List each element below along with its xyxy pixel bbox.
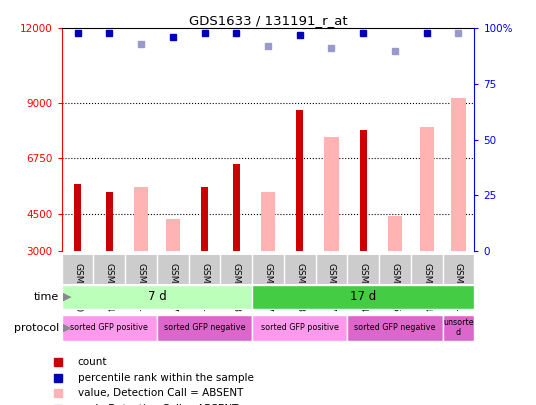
Text: GSM43204: GSM43204	[105, 263, 114, 311]
Bar	[166, 219, 180, 251]
Text: GSM43208: GSM43208	[232, 263, 241, 312]
Text: GSM43224: GSM43224	[422, 263, 431, 311]
Bar	[134, 187, 148, 251]
Bar	[443, 315, 474, 341]
Text: value, Detection Call = ABSENT: value, Detection Call = ABSENT	[78, 388, 243, 399]
Bar	[451, 98, 466, 251]
Text: rank, Detection Call = ABSENT: rank, Detection Call = ABSENT	[78, 404, 238, 405]
Bar	[62, 285, 252, 309]
Text: GSM43187: GSM43187	[168, 263, 177, 312]
Text: ▶: ▶	[63, 292, 71, 302]
Bar	[106, 192, 113, 251]
Text: GSM43221: GSM43221	[454, 263, 463, 311]
Bar	[252, 285, 474, 309]
Bar	[252, 315, 347, 341]
Text: time: time	[34, 292, 59, 302]
Text: protocol: protocol	[14, 323, 59, 333]
Text: GSM43227: GSM43227	[327, 263, 336, 311]
Bar	[420, 127, 434, 251]
Bar	[360, 130, 367, 251]
Text: unsorte
d: unsorte d	[443, 318, 474, 337]
Bar	[157, 315, 252, 341]
Bar	[62, 315, 157, 341]
Text: ▶: ▶	[63, 323, 71, 333]
Text: GSM43211: GSM43211	[137, 263, 145, 312]
Bar	[296, 110, 303, 251]
Text: sorted GFP negative: sorted GFP negative	[354, 323, 436, 332]
Text: GSM43215: GSM43215	[391, 263, 399, 312]
Text: GSM43218: GSM43218	[295, 263, 304, 312]
Text: GSM43190: GSM43190	[73, 263, 82, 312]
Bar	[261, 192, 275, 251]
Text: GSM43197: GSM43197	[264, 263, 272, 312]
Text: count: count	[78, 357, 107, 367]
Title: GDS1633 / 131191_r_at: GDS1633 / 131191_r_at	[189, 14, 347, 27]
Text: percentile rank within the sample: percentile rank within the sample	[78, 373, 254, 383]
Bar	[233, 164, 240, 251]
Bar	[201, 187, 208, 251]
Text: GSM43194: GSM43194	[359, 263, 368, 312]
Text: 7 d: 7 d	[147, 290, 166, 303]
Text: GSM43201: GSM43201	[200, 263, 209, 312]
Text: sorted GFP positive: sorted GFP positive	[70, 323, 148, 332]
Text: sorted GFP negative: sorted GFP negative	[164, 323, 245, 332]
Bar	[74, 184, 81, 251]
Text: 17 d: 17 d	[350, 290, 376, 303]
Bar	[347, 315, 443, 341]
Text: sorted GFP positive: sorted GFP positive	[261, 323, 339, 332]
Bar	[324, 137, 339, 251]
Bar	[388, 216, 402, 251]
